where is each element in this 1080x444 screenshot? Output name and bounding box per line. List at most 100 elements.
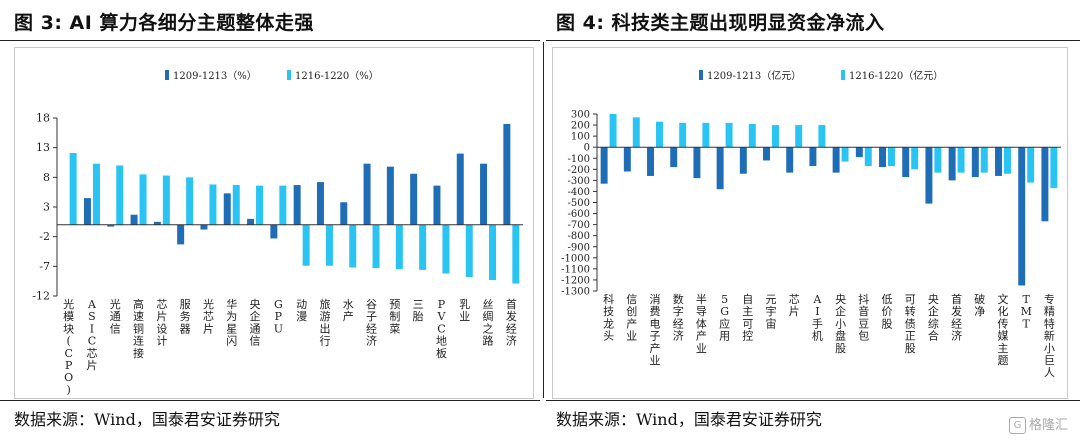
x-tick-label: 央企综合 <box>928 293 939 343</box>
watermark-text: 格隆汇 <box>1028 418 1068 433</box>
legend-label-1: 1209-1213（亿元） <box>707 69 801 82</box>
x-tick-label: 华为星闪 <box>226 297 237 348</box>
bar-series1 <box>410 173 418 225</box>
bar-series2 <box>512 224 520 284</box>
y-tick-label: 3 <box>43 201 50 214</box>
x-tick-label: A S I C 芯片 <box>86 298 97 372</box>
x-tick-label: 光芯片 <box>203 297 214 335</box>
bar-series2 <box>92 163 100 225</box>
bar-series1 <box>130 214 138 225</box>
bar-series1 <box>832 147 840 173</box>
bar-series2 <box>162 175 170 225</box>
x-tick-label: 芯片设计 <box>156 297 167 348</box>
y-tick-label: -400 <box>568 187 590 198</box>
bar-series2 <box>1027 147 1035 183</box>
x-tick-label: 乳业 <box>459 298 470 323</box>
bar-series1 <box>83 198 91 225</box>
right-source-note: 数据来源：Wind，国泰君安证券研究 <box>556 410 822 429</box>
y-tick-label: -600 <box>568 209 590 220</box>
bar-series2 <box>795 125 803 148</box>
bar-series1 <box>902 147 910 178</box>
bar-series2 <box>465 224 473 278</box>
left-chart-frame: 1209-1213（%） 1216-1220（%） 18 13 8 3 -2 -7 -12 光模块… <box>14 47 534 399</box>
legend-label-2: 1216-1220（%） <box>295 70 379 82</box>
legend-label-1: 1209-1213（%） <box>173 70 257 82</box>
bar-series2 <box>256 185 264 225</box>
bar-series2 <box>888 147 895 166</box>
x-tick-label: 水产 <box>343 298 354 323</box>
x-tick-label: 首发经济 <box>951 292 962 343</box>
bar-series1 <box>456 153 464 225</box>
x-tick-label: 光模块(C P O) <box>63 297 74 396</box>
bar-series1 <box>995 147 1002 176</box>
left-bar-chart: 1209-1213（%） 1216-1220（%） 18 13 8 3 -2 -7 -12 光模块… <box>32 70 523 396</box>
bar-series1 <box>153 221 161 225</box>
legend-swatch-1 <box>165 70 169 80</box>
x-tick-label: 谷子经济 <box>366 298 377 348</box>
x-tick-label: 预制菜 <box>389 298 400 335</box>
x-tick-label: 破净 <box>974 292 985 318</box>
x-tick-label: 自主可控 <box>742 293 753 343</box>
y-tick-label: -2 <box>39 230 50 243</box>
bar-series2 <box>702 122 710 148</box>
left-figure-title: 图 3: AI 算力各细分主题整体走强 <box>14 12 314 34</box>
x-tick-label: 芯片 <box>789 292 800 318</box>
x-tick-label: 央企小盘股 <box>835 293 846 355</box>
bar-series2 <box>69 153 77 225</box>
legend-swatch-2 <box>287 70 291 80</box>
x-tick-label: 光通信 <box>110 297 121 335</box>
bar-series1 <box>971 147 979 178</box>
bar-series2 <box>139 174 147 225</box>
bar-series2 <box>116 165 124 225</box>
y-tick-label: -800 <box>568 231 590 242</box>
bar-series1 <box>386 166 394 225</box>
bar-series1 <box>879 147 886 168</box>
bar-series2 <box>656 121 663 148</box>
x-tick-label: 半导体产业 <box>696 292 707 355</box>
y-tick-label: -1000 <box>561 253 590 264</box>
bar-series2 <box>349 224 357 268</box>
bar-series1 <box>1018 147 1026 286</box>
y-tick-label: -1100 <box>561 264 590 275</box>
bar-series1 <box>739 147 747 174</box>
bar-series2 <box>186 177 194 225</box>
bar-series2 <box>980 147 988 173</box>
x-tick-label: 5 G 应用 <box>719 293 730 343</box>
bar-series1 <box>809 147 817 166</box>
x-tick-label: 首发经济 <box>506 297 517 348</box>
bar-series2 <box>818 125 826 148</box>
x-tick-label: 科技龙头 <box>603 292 614 343</box>
x-tick-label: 高速铜连接 <box>133 297 144 360</box>
y-tick-label: -700 <box>568 220 590 231</box>
bar-series1 <box>247 218 255 225</box>
left-title-rule <box>0 40 540 41</box>
bar-series1 <box>786 147 794 173</box>
right-title-rule <box>546 40 1080 41</box>
y-tick-label: 200 <box>571 121 590 132</box>
left-bottom-rule <box>0 400 540 401</box>
x-tick-label: 丝绸之路 <box>483 298 494 348</box>
y-tick-label: -1300 <box>561 287 590 298</box>
y-tick-label: 13 <box>36 141 50 154</box>
bar-series1 <box>340 202 348 225</box>
bar-series1 <box>693 147 701 179</box>
bar-series1 <box>948 147 956 181</box>
bar-series2 <box>1050 147 1058 189</box>
bar-series2 <box>748 123 756 148</box>
x-tick-label: 数字经济 <box>673 293 684 343</box>
legend-label-2: 1216-1220（亿元） <box>849 69 943 82</box>
right-bar-chart: 1209-1213（亿元） 1216-1220（亿元）3002001000-100… <box>561 69 1061 379</box>
bar-series2 <box>934 147 942 173</box>
y-tick-label: 8 <box>43 171 50 184</box>
x-tick-label: 动漫 <box>296 298 307 323</box>
x-tick-label: 专精特新小巨人 <box>1044 292 1055 379</box>
x-tick-label: 抖音豆包 <box>858 292 869 343</box>
bar-series1 <box>716 147 724 190</box>
bar-series2 <box>302 224 310 266</box>
y-tick-label: 0 <box>584 143 590 154</box>
x-tick-label: 央企通信 <box>250 298 261 348</box>
bar-series2 <box>395 224 403 270</box>
bar-series1 <box>107 224 115 227</box>
y-tick-label: 18 <box>36 112 50 125</box>
bar-series2 <box>209 184 217 225</box>
